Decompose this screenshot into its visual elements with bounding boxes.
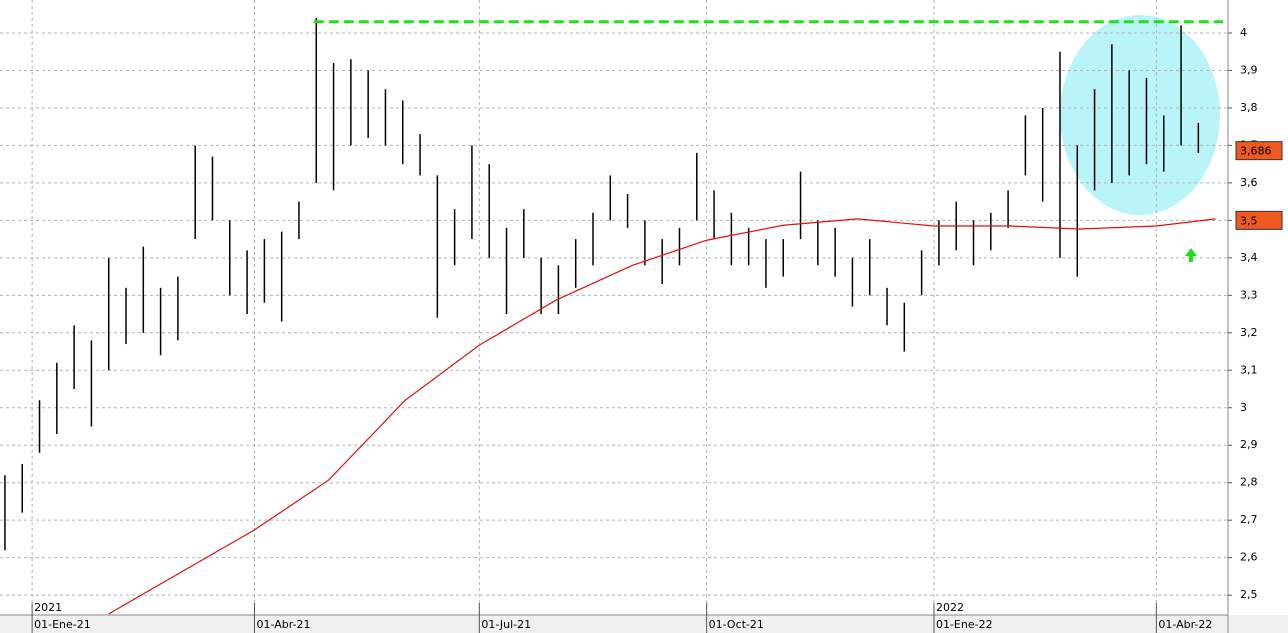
- y-tick-label: 2,9: [1240, 438, 1258, 451]
- x-axis-strip: [0, 615, 1288, 633]
- price-tag-label: 3,5: [1240, 214, 1258, 227]
- y-tick-label: 2,7: [1240, 513, 1258, 526]
- x-tick-label: 01-Ene-21: [34, 618, 91, 631]
- highlight-ellipse: [1060, 15, 1220, 215]
- y-tick-label: 3: [1240, 401, 1247, 414]
- y-tick-label: 2,5: [1240, 588, 1258, 601]
- moving-average: [108, 218, 1216, 615]
- price-tag: [1235, 141, 1283, 161]
- year-label: 2022: [936, 601, 964, 614]
- y-tick-label: 3,4: [1240, 251, 1258, 264]
- y-tick-label: 2,8: [1240, 476, 1258, 489]
- y-tick-label: 3,6: [1240, 176, 1258, 189]
- price-tag: [1235, 210, 1283, 230]
- y-tick-label: 3,2: [1240, 326, 1258, 339]
- price-tag-label: 3,686: [1240, 145, 1272, 158]
- y-tick-label: 3,8: [1240, 101, 1258, 114]
- year-label: 2021: [34, 601, 62, 614]
- y-tick-label: 4: [1240, 26, 1247, 39]
- x-tick-label: 01-Oct-21: [709, 618, 764, 631]
- x-tick-label: 01-Abr-21: [256, 618, 310, 631]
- y-tick-label: 3,3: [1240, 288, 1258, 301]
- x-tick-label: 01-Abr-22: [1158, 618, 1212, 631]
- x-tick-label: 01-Jul-21: [481, 618, 531, 631]
- y-tick-label: 3,1: [1240, 363, 1258, 376]
- y-tick-label: 3,9: [1240, 63, 1258, 76]
- arrow-up: [1185, 248, 1197, 262]
- x-tick-label: 01-Ene-22: [936, 618, 993, 631]
- y-tick-label: 2,6: [1240, 551, 1258, 564]
